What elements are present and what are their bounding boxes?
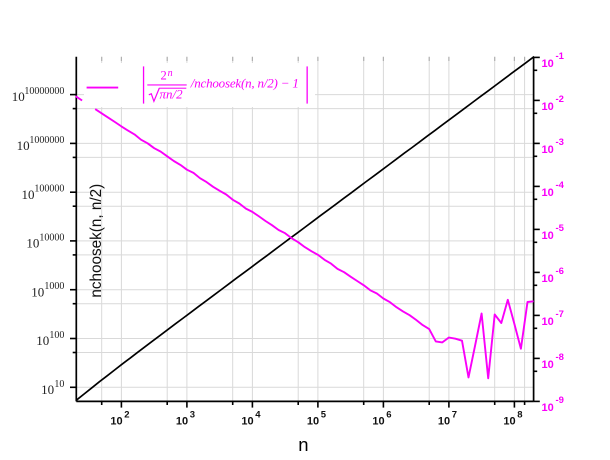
svg-text:nchoosek(n, n/2): nchoosek(n, n/2)	[88, 184, 105, 298]
svg-text:-2: -2	[556, 94, 564, 105]
svg-text:-8: -8	[556, 352, 564, 363]
svg-text:10000: 10000	[39, 232, 64, 243]
svg-text:1000: 1000	[44, 281, 64, 292]
svg-text:10: 10	[26, 236, 39, 251]
svg-text:1000000: 1000000	[29, 135, 64, 146]
svg-text:10: 10	[542, 402, 554, 414]
svg-text:-5: -5	[556, 223, 565, 234]
svg-text:10: 10	[41, 382, 54, 397]
svg-text:10: 10	[176, 416, 188, 428]
svg-text:100: 100	[49, 330, 64, 341]
svg-text:10: 10	[110, 416, 122, 428]
svg-text:10: 10	[36, 333, 49, 348]
svg-text:-6: -6	[556, 266, 564, 277]
svg-text:10: 10	[542, 359, 554, 371]
svg-text:n: n	[168, 68, 173, 79]
svg-text:10: 10	[241, 416, 253, 428]
svg-text:n: n	[298, 434, 308, 455]
svg-text:10: 10	[542, 101, 554, 113]
svg-text:πn/2: πn/2	[160, 86, 184, 101]
svg-text:10: 10	[12, 89, 25, 104]
svg-text:8: 8	[517, 409, 522, 420]
svg-text:5: 5	[321, 409, 327, 420]
svg-text:-3: -3	[556, 137, 564, 148]
svg-text:2: 2	[124, 409, 129, 420]
svg-text:10: 10	[438, 416, 450, 428]
svg-text:10: 10	[542, 273, 554, 285]
svg-text:/nchoosek(n, n/2) − 1: /nchoosek(n, n/2) − 1	[190, 75, 299, 90]
svg-text:-7: -7	[556, 309, 564, 320]
svg-text:10: 10	[31, 284, 44, 299]
svg-text:10: 10	[542, 144, 554, 156]
svg-text:4: 4	[255, 409, 261, 420]
svg-text:3: 3	[190, 409, 195, 420]
svg-text:10: 10	[542, 316, 554, 328]
svg-text:7: 7	[452, 409, 457, 420]
svg-text:10: 10	[542, 58, 554, 70]
svg-text:6: 6	[386, 409, 391, 420]
svg-text:10: 10	[542, 230, 554, 242]
svg-text:10000000: 10000000	[24, 86, 64, 97]
svg-text:10: 10	[307, 416, 319, 428]
svg-text:-1: -1	[556, 51, 565, 62]
svg-text:10: 10	[503, 416, 515, 428]
svg-text:-4: -4	[556, 180, 565, 191]
svg-text:2: 2	[161, 69, 167, 83]
svg-text:10: 10	[54, 379, 64, 390]
svg-text:10: 10	[17, 138, 30, 153]
svg-text:10: 10	[372, 416, 384, 428]
svg-text:10: 10	[542, 187, 554, 199]
svg-text:10: 10	[22, 187, 35, 202]
svg-text:100000: 100000	[34, 184, 64, 195]
svg-text:-9: -9	[556, 395, 564, 406]
